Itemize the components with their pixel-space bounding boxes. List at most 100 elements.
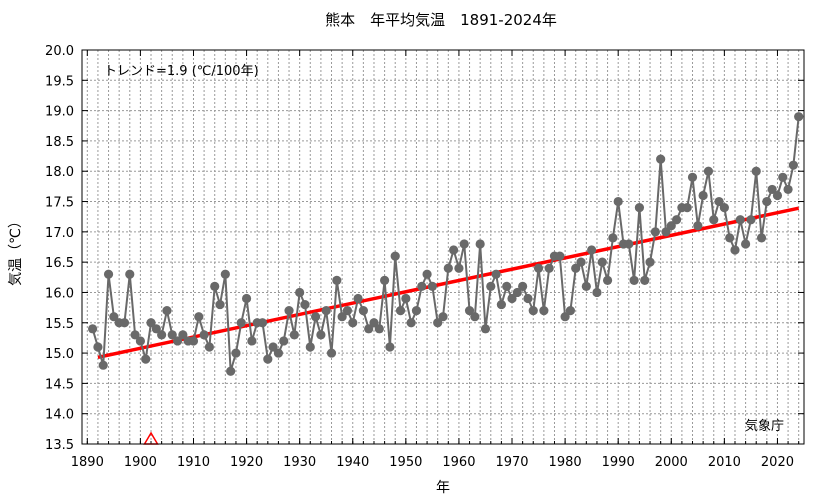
x-tick-label: 1960 xyxy=(442,455,475,470)
data-point xyxy=(406,318,416,328)
data-point xyxy=(411,306,422,316)
data-point xyxy=(597,257,607,267)
x-tick-label: 2010 xyxy=(708,455,741,470)
data-point xyxy=(135,336,145,346)
data-point xyxy=(629,275,639,285)
data-point xyxy=(507,293,517,304)
data-point xyxy=(555,251,565,261)
data-point xyxy=(157,330,167,340)
data-point xyxy=(109,312,119,322)
data-point xyxy=(788,160,798,170)
data-point xyxy=(199,330,209,340)
grid xyxy=(82,49,804,445)
data-point xyxy=(592,287,602,298)
data-point xyxy=(459,239,469,249)
data-point xyxy=(241,293,252,304)
data-point xyxy=(581,281,591,291)
data-point xyxy=(438,312,448,322)
data-point xyxy=(226,366,236,376)
data-point xyxy=(300,299,310,310)
data-point xyxy=(783,184,793,195)
data-point xyxy=(220,269,230,279)
data-point xyxy=(640,275,650,285)
data-point xyxy=(284,306,294,316)
data-point xyxy=(151,324,161,334)
data-point xyxy=(682,203,692,213)
y-tick-label: 16.0 xyxy=(45,286,74,301)
data-point xyxy=(475,239,485,249)
data-point xyxy=(215,299,225,310)
data-point xyxy=(390,251,400,261)
data-point xyxy=(528,306,538,316)
data-point xyxy=(634,203,645,213)
data-point xyxy=(172,336,183,346)
chart-title: 熊本 年平均気温 1891-2024年 xyxy=(325,11,557,29)
data-point xyxy=(422,269,432,279)
data-point xyxy=(321,306,331,316)
data-point xyxy=(496,299,506,310)
x-tick-label: 1900 xyxy=(124,455,157,470)
y-tick-label: 19.5 xyxy=(45,74,74,89)
data-point xyxy=(316,330,326,340)
y-tick-label: 16.5 xyxy=(45,256,74,271)
x-tick-label: 1980 xyxy=(549,455,582,470)
data-point xyxy=(443,263,453,273)
data-point xyxy=(719,203,729,213)
data-point xyxy=(576,257,586,267)
data-point xyxy=(454,263,464,273)
data-point xyxy=(433,318,443,328)
data-point xyxy=(645,257,655,267)
data-point xyxy=(273,348,284,358)
series-layer xyxy=(88,112,804,376)
data-point xyxy=(236,318,246,328)
data-point xyxy=(342,306,353,316)
data-point xyxy=(480,324,491,334)
y-tick-label: 18.5 xyxy=(45,135,74,150)
data-point xyxy=(656,154,666,164)
data-point xyxy=(268,342,278,352)
data-point xyxy=(337,312,347,322)
data-point xyxy=(130,330,140,340)
x-tick-label: 1970 xyxy=(495,455,528,470)
data-point xyxy=(119,318,130,328)
data-point xyxy=(709,215,719,225)
data-point xyxy=(587,245,597,255)
data-point xyxy=(767,184,777,195)
data-point xyxy=(756,233,767,243)
data-point xyxy=(295,287,305,298)
y-tick-label: 18.0 xyxy=(45,165,74,180)
data-point xyxy=(703,166,714,176)
data-point xyxy=(486,281,496,291)
data-point xyxy=(544,263,554,273)
data-point xyxy=(539,306,549,316)
trend-line-layer xyxy=(97,206,800,360)
data-point xyxy=(93,342,103,352)
data-point xyxy=(464,306,475,316)
x-tick-label: 1930 xyxy=(283,455,316,470)
data-point xyxy=(178,330,188,340)
data-point xyxy=(762,196,772,207)
data-point xyxy=(698,190,708,201)
data-point xyxy=(650,227,660,237)
data-point xyxy=(146,318,156,328)
data-point xyxy=(735,215,745,225)
y-tick-label: 19.0 xyxy=(45,105,74,120)
y-tick-label: 14.0 xyxy=(45,408,74,423)
data-point xyxy=(210,281,220,291)
data-point xyxy=(332,275,342,285)
axis-ticks: 1890 1900 1910 1920 1930 1940 1950 1960 1970 1980… xyxy=(45,44,804,470)
data-point xyxy=(162,306,172,316)
data-point xyxy=(380,275,390,285)
data-point xyxy=(693,221,703,231)
data-point xyxy=(613,196,623,207)
data-point xyxy=(231,348,241,358)
data-point xyxy=(491,269,501,279)
data-point xyxy=(247,336,257,346)
data-point xyxy=(348,318,358,328)
data-point xyxy=(751,166,761,176)
data-point xyxy=(364,324,374,334)
data-point xyxy=(305,342,315,352)
data-point xyxy=(98,360,108,370)
source-label: 気象庁 xyxy=(745,418,784,434)
